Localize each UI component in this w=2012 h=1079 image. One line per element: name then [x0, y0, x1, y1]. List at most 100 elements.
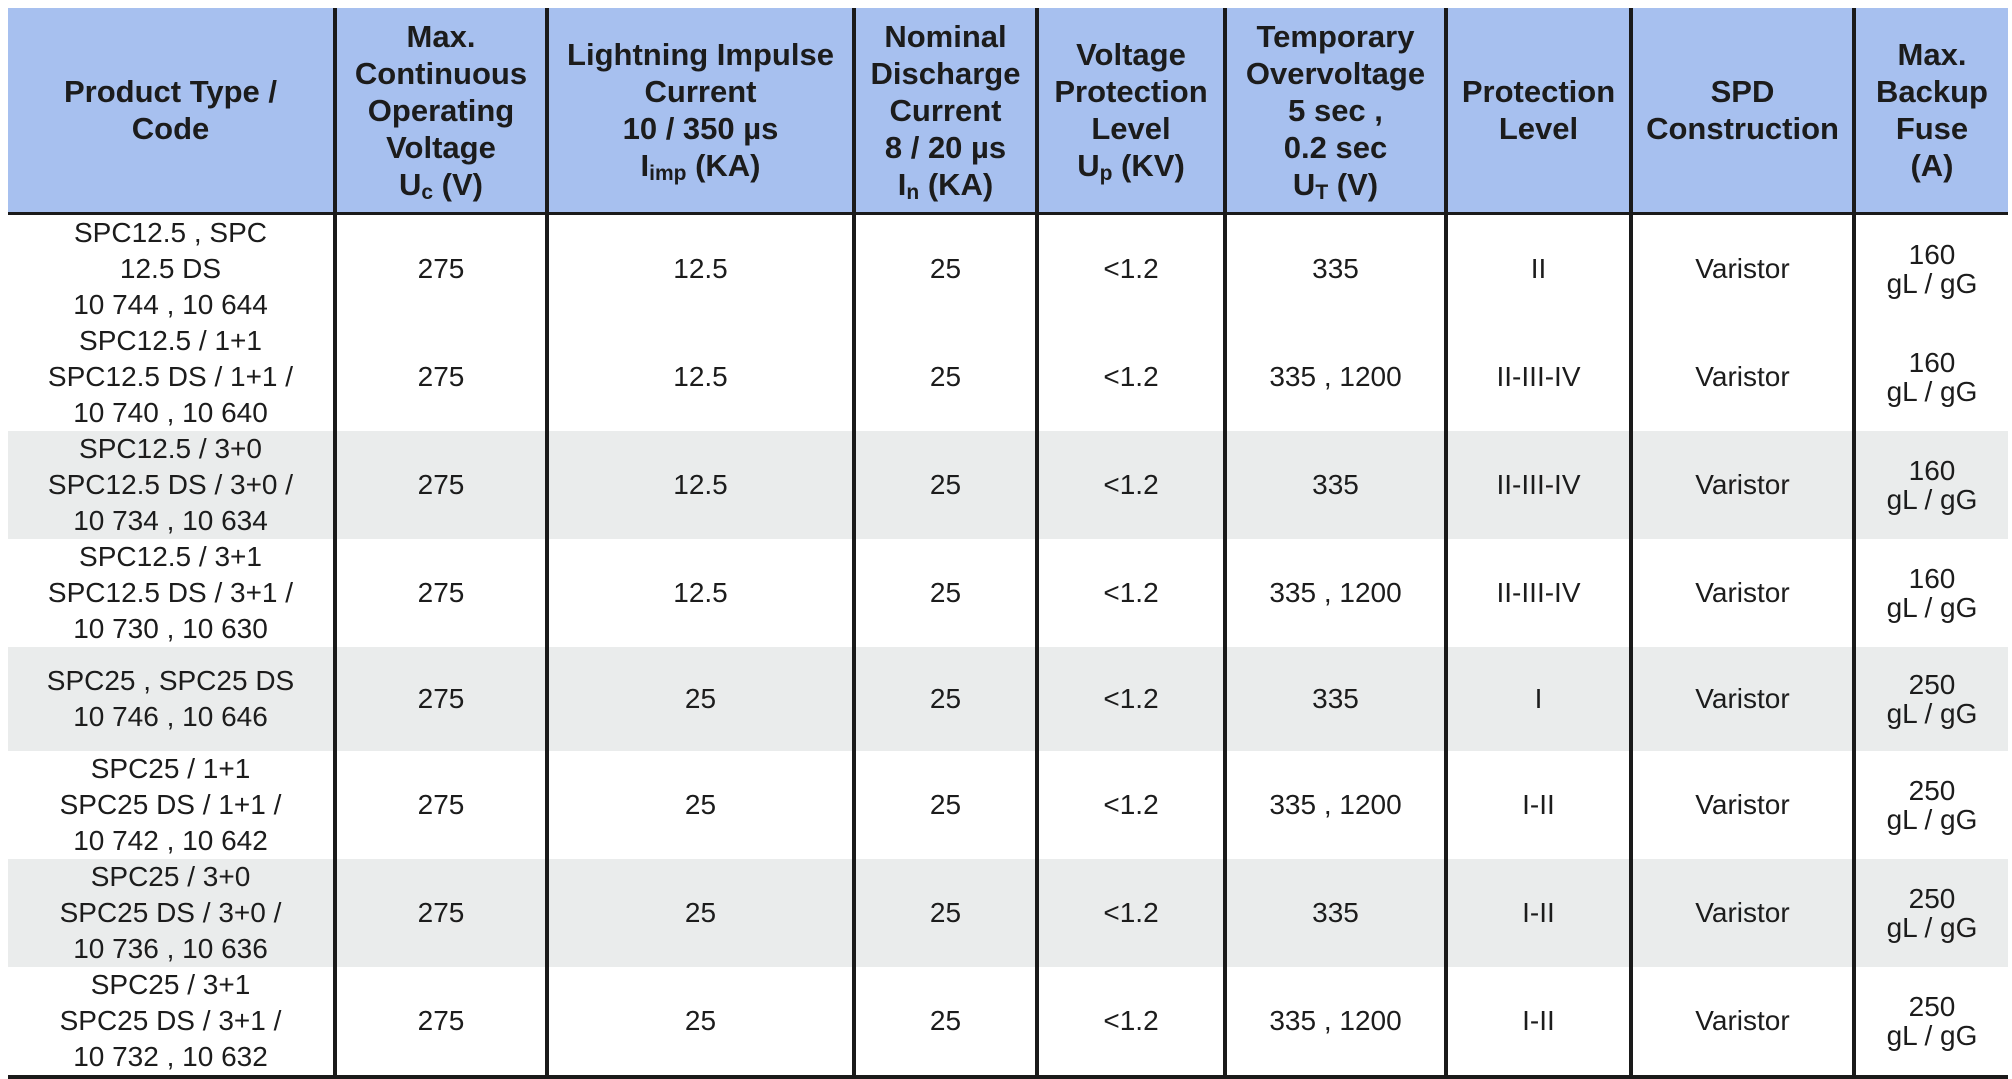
ut-cell: 335 , 1200 [1223, 967, 1446, 1079]
table-body: SPC12.5 , SPC 12.5 DS 10 744 , 10 644 275 12… [8, 213, 2008, 1079]
fuse-line: 160 [1908, 239, 1956, 270]
header-symbol: U [398, 166, 422, 202]
table-row: SPC12.5 / 1+1 SPC12.5 DS / 1+1 / 10 740 , … [8, 323, 2008, 431]
fuse-line: gL / gG [1886, 912, 1978, 943]
fuse-line: gL / gG [1886, 376, 1978, 407]
header-symbol: I [897, 166, 907, 202]
product-line: 10 746 , 10 646 [73, 701, 268, 732]
fuse-line: gL / gG [1886, 698, 1978, 729]
header-line: Max. [406, 18, 476, 54]
up-cell: <1.2 [1035, 323, 1225, 431]
construction-cell: Varistor [1629, 213, 1854, 323]
fuse-line: gL / gG [1886, 804, 1978, 835]
product-line: 10 730 , 10 630 [73, 613, 268, 644]
fuse-line: 160 [1908, 455, 1956, 486]
header-line: Level [1091, 111, 1171, 146]
fuse-cell: 160 gL / gG [1852, 323, 2008, 431]
temporary-overvoltage-header: Temporary Overvoltage 5 sec , 0.2 sec UT (V) [1223, 8, 1446, 215]
spd-construction-header: SPD Construction [1629, 8, 1854, 215]
protection-level-cell: I-II [1444, 967, 1631, 1079]
product-line: SPC12.5 DS / 3+0 / [47, 469, 294, 500]
fuse-line: gL / gG [1886, 592, 1978, 623]
product-line: SPC12.5 / 1+1 [79, 325, 262, 356]
imp-cell: 12.5 [545, 213, 854, 323]
product-line: SPC12.5 , SPC [74, 217, 267, 248]
product-line: SPC12.5 / 3+1 [79, 541, 262, 572]
fuse-line: gL / gG [1886, 268, 1978, 299]
up-cell: <1.2 [1035, 213, 1225, 323]
uc-cell: 275 [333, 647, 547, 751]
fuse-line: 160 [1908, 347, 1956, 378]
protection-level-cell: II-III-IV [1444, 323, 1631, 431]
header-line: SPD [1710, 74, 1775, 109]
table-header: Product Type / Code Max. Continuous Operatin… [8, 8, 2008, 215]
header-line: Lightning Impulse [567, 37, 834, 72]
table-row: SPC25 / 3+1 SPC25 DS / 3+1 / 10 732 , 10 6… [8, 967, 2008, 1079]
product-cell: SPC25 / 1+1 SPC25 DS / 1+1 / 10 742 , 10 6… [8, 751, 335, 859]
fuse-line: 160 [1908, 563, 1956, 594]
product-type-header: Product Type / Code [8, 8, 335, 215]
product-line: SPC12.5 DS / 3+1 / [47, 577, 294, 608]
product-line: 10 736 , 10 636 [73, 933, 268, 964]
header-symbol: U [1077, 148, 1100, 183]
fuse-cell: 160 gL / gG [1852, 431, 2008, 539]
header-symbol-line: UT (V) [1229, 166, 1442, 203]
uc-cell: 275 [333, 431, 547, 539]
product-cell: SPC25 / 3+0 SPC25 DS / 3+0 / 10 736 , 10 6… [8, 859, 335, 967]
header-symbol-line: Uc (V) [339, 166, 543, 203]
header-line: 10 / 350 µs [622, 111, 779, 146]
header-unit: (V) [433, 166, 483, 202]
ut-cell: 335 , 1200 [1223, 323, 1446, 431]
in-cell: 25 [852, 539, 1037, 647]
product-line: SPC25 DS / 1+1 / [59, 789, 282, 820]
fuse-cell: 250 gL / gG [1852, 647, 2008, 751]
fuse-line: 250 [1908, 991, 1956, 1022]
header-line: Continuous [354, 55, 528, 91]
fuse-cell: 160 gL / gG [1852, 213, 2008, 323]
imp-cell: 25 [545, 967, 854, 1079]
header-line: Overvoltage [1245, 55, 1426, 91]
protection-level-cell: I-II [1444, 859, 1631, 967]
fuse-cell: 250 gL / gG [1852, 751, 2008, 859]
header-line: Fuse [1895, 111, 1969, 146]
ut-cell: 335 [1223, 647, 1446, 751]
construction-cell: Varistor [1629, 859, 1854, 967]
imp-cell: 12.5 [545, 323, 854, 431]
header-symbol: I [640, 148, 650, 183]
product-line: SPC25 DS / 3+0 / [59, 897, 282, 928]
product-line: 10 740 , 10 640 [73, 397, 268, 428]
up-cell: <1.2 [1035, 967, 1225, 1079]
header-symbol-subscript: imp [649, 162, 687, 185]
table-row: SPC12.5 / 3+0 SPC12.5 DS / 3+0 / 10 734 , … [8, 431, 2008, 539]
uc-cell: 275 [333, 539, 547, 647]
header-line: Protection [1461, 74, 1616, 109]
ut-cell: 335 [1223, 213, 1446, 323]
header-line: Construction [1646, 111, 1839, 146]
up-cell: <1.2 [1035, 751, 1225, 859]
protection-level-cell: II [1444, 213, 1631, 323]
product-line: SPC12.5 DS / 1+1 / [47, 361, 294, 392]
header-symbol: U [1292, 166, 1316, 202]
uc-cell: 275 [333, 213, 547, 323]
max-continuous-voltage-header: Max. Continuous Operating Voltage Uc (V) [333, 8, 547, 215]
product-cell: SPC25 / 3+1 SPC25 DS / 3+1 / 10 732 , 10 6… [8, 967, 335, 1079]
uc-cell: 275 [333, 859, 547, 967]
header-line: 5 sec , [1288, 92, 1383, 128]
table-row: SPC12.5 / 3+1 SPC12.5 DS / 3+1 / 10 730 , … [8, 539, 2008, 647]
up-cell: <1.2 [1035, 539, 1225, 647]
header-unit: (KA) [686, 148, 761, 183]
fuse-line: gL / gG [1886, 1020, 1978, 1051]
header-row: Product Type / Code Max. Continuous Operatin… [8, 8, 2008, 215]
product-line: 12.5 DS [119, 253, 222, 284]
product-cell: SPC12.5 / 3+0 SPC12.5 DS / 3+0 / 10 734 , … [8, 431, 335, 539]
header-line: Max. [1897, 37, 1967, 72]
product-cell: SPC12.5 / 3+1 SPC12.5 DS / 3+1 / 10 730 , … [8, 539, 335, 647]
construction-cell: Varistor [1629, 967, 1854, 1079]
header-symbol-subscript: p [1099, 162, 1113, 185]
product-line: SPC25 DS / 3+1 / [59, 1005, 282, 1036]
table-row: SPC25 / 3+0 SPC25 DS / 3+0 / 10 736 , 10 6… [8, 859, 2008, 967]
in-cell: 25 [852, 323, 1037, 431]
protection-level-cell: II-III-IV [1444, 431, 1631, 539]
fuse-line: 250 [1908, 669, 1956, 700]
in-cell: 25 [852, 431, 1037, 539]
